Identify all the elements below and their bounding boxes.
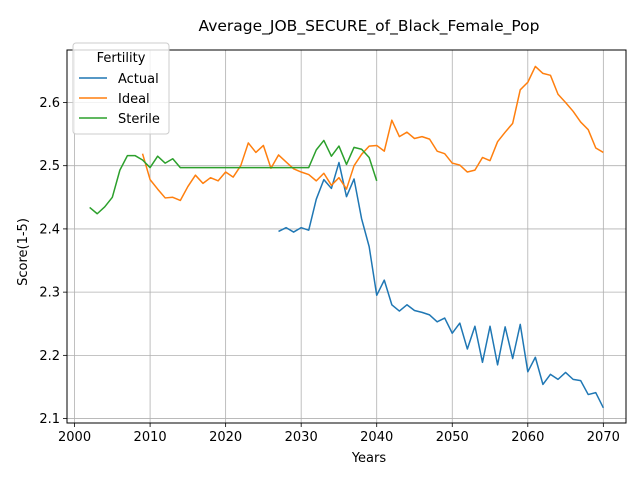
x-tick-label: 2010 xyxy=(134,430,167,445)
plot-area-frame xyxy=(66,49,627,424)
x-tick-label: 2050 xyxy=(436,430,469,445)
series-lines xyxy=(89,65,605,409)
legend-box xyxy=(72,42,170,135)
legend-items: Actual Ideal Sterile xyxy=(79,72,160,127)
legend: Fertility Actual Ideal Sterile xyxy=(72,42,170,135)
chart-title: Average_JOB_SECURE_of_Black_Female_Pop xyxy=(199,17,540,36)
legend-label-sterile: Sterile xyxy=(118,112,160,127)
series-line-sterile xyxy=(89,139,378,215)
x-tick-label: 2030 xyxy=(285,430,318,445)
x-tick-label: 2040 xyxy=(360,430,393,445)
y-tick-label: 2.6 xyxy=(39,96,60,111)
x-axis-label: Years xyxy=(351,451,387,466)
legend-title: Fertility xyxy=(97,51,146,66)
series-line-actual xyxy=(278,161,605,409)
grid xyxy=(67,50,626,423)
y-tick-label: 2.5 xyxy=(39,159,60,174)
legend-label-ideal: Ideal xyxy=(118,92,150,107)
y-tick-label: 2.2 xyxy=(39,349,60,364)
y-tick-label: 2.1 xyxy=(39,412,60,427)
legend-label-actual: Actual xyxy=(118,72,159,87)
x-tick-label: 2000 xyxy=(58,430,91,445)
x-tick-label: 2020 xyxy=(209,430,242,445)
x-tick-label: 2070 xyxy=(587,430,620,445)
x-tick-label: 2060 xyxy=(511,430,544,445)
y-tick-label: 2.4 xyxy=(39,222,60,237)
series-line-ideal xyxy=(141,65,604,202)
y-tick-label: 2.3 xyxy=(39,286,60,301)
axis-ticks: 2000 2010 2020 2030 2040 2050 2060 2070 2.1 2.2 2.… xyxy=(39,96,620,445)
y-axis-label: Score(1-5) xyxy=(16,218,31,286)
